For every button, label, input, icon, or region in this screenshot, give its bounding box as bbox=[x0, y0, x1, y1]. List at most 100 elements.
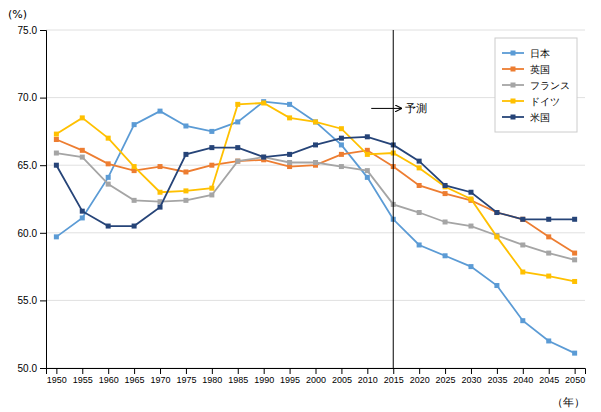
series-line bbox=[56, 102, 574, 353]
point bbox=[520, 217, 525, 222]
grid-line bbox=[46, 232, 585, 233]
x-tick-label: 2015 bbox=[384, 375, 404, 385]
y-tick-mark bbox=[40, 165, 46, 166]
x-tick: 2025 bbox=[436, 368, 456, 385]
point bbox=[546, 338, 551, 343]
x-tick-mark bbox=[523, 368, 524, 374]
y-tick: 50.0 bbox=[18, 363, 46, 374]
point bbox=[365, 175, 370, 180]
point bbox=[261, 155, 266, 160]
y-tick-label: 60.0 bbox=[18, 228, 38, 239]
point bbox=[572, 351, 577, 356]
x-tick-label: 1965 bbox=[125, 375, 145, 385]
x-tick-label: 2035 bbox=[487, 375, 507, 385]
x-tick-label: 1985 bbox=[228, 375, 248, 385]
point bbox=[209, 129, 214, 134]
x-tick: 1960 bbox=[99, 368, 119, 385]
point bbox=[106, 136, 111, 141]
x-tick-label: 1980 bbox=[202, 375, 222, 385]
point bbox=[158, 205, 163, 210]
y-axis-line bbox=[40, 31, 47, 369]
chart: 1950195519601965197019751980198519901995… bbox=[0, 0, 601, 412]
point bbox=[158, 164, 163, 169]
point bbox=[183, 188, 188, 193]
x-tick-mark bbox=[264, 368, 265, 374]
point bbox=[287, 160, 292, 165]
point bbox=[468, 190, 473, 195]
legend-marker bbox=[511, 51, 516, 56]
x-tick: 2040 bbox=[513, 368, 533, 385]
point bbox=[365, 168, 370, 173]
legend-marker bbox=[511, 83, 516, 88]
point bbox=[132, 164, 137, 169]
grid-line bbox=[46, 30, 585, 31]
point bbox=[183, 123, 188, 128]
x-tick-mark bbox=[367, 368, 368, 374]
point bbox=[287, 152, 292, 157]
x-tick-mark bbox=[393, 368, 394, 374]
y-tick-mark bbox=[40, 98, 46, 99]
point bbox=[106, 182, 111, 187]
point bbox=[54, 234, 59, 239]
point bbox=[235, 102, 240, 107]
point bbox=[132, 224, 137, 229]
x-tick: 2005 bbox=[332, 368, 352, 385]
point bbox=[572, 251, 577, 256]
x-tick-mark bbox=[186, 368, 187, 374]
x-tick-label: 2000 bbox=[306, 375, 326, 385]
y-tick-label: 75.0 bbox=[18, 25, 38, 36]
point bbox=[443, 253, 448, 258]
y-tick-mark bbox=[40, 30, 46, 31]
point bbox=[443, 191, 448, 196]
point bbox=[54, 137, 59, 142]
annotation-text: 予測 bbox=[405, 102, 427, 115]
point bbox=[158, 109, 163, 114]
point bbox=[546, 251, 551, 256]
x-tick-label: 1950 bbox=[47, 375, 67, 385]
x-tick-label: 2030 bbox=[461, 375, 481, 385]
point bbox=[520, 217, 525, 222]
series-line bbox=[56, 140, 574, 254]
x-tick-label: 1995 bbox=[280, 375, 300, 385]
point bbox=[520, 242, 525, 247]
y-tick-mark bbox=[40, 300, 46, 301]
x-tick-mark bbox=[549, 368, 550, 374]
point bbox=[183, 198, 188, 203]
x-tick-label: 2010 bbox=[358, 375, 378, 385]
legend-label: ドイツ bbox=[530, 96, 560, 107]
x-tick-mark bbox=[238, 368, 239, 374]
point bbox=[132, 122, 137, 127]
point bbox=[339, 126, 344, 131]
x-tick-label: 2045 bbox=[539, 375, 559, 385]
point bbox=[209, 163, 214, 168]
point bbox=[54, 151, 59, 156]
x-tick: 2000 bbox=[306, 368, 326, 385]
y-tick-mark bbox=[40, 368, 46, 369]
point bbox=[520, 270, 525, 275]
x-tick-mark bbox=[108, 368, 109, 374]
x-tick-mark bbox=[445, 368, 446, 374]
y-axis-label: (%) bbox=[8, 8, 27, 21]
y-tick: 55.0 bbox=[18, 295, 46, 306]
point bbox=[572, 279, 577, 284]
point bbox=[417, 165, 422, 170]
legend-label: 日本 bbox=[530, 48, 550, 59]
point bbox=[54, 163, 59, 168]
point bbox=[339, 142, 344, 147]
x-tick: 1965 bbox=[125, 368, 145, 385]
x-tick-label: 2040 bbox=[513, 375, 533, 385]
point bbox=[417, 242, 422, 247]
point bbox=[494, 210, 499, 215]
legend-label: 英国 bbox=[530, 64, 550, 75]
y-tick: 75.0 bbox=[18, 25, 46, 36]
point bbox=[546, 234, 551, 239]
annotation-arrow bbox=[371, 108, 401, 109]
y-tick: 65.0 bbox=[18, 160, 46, 171]
x-tick-mark bbox=[471, 368, 472, 374]
point bbox=[417, 210, 422, 215]
x-tick-mark bbox=[575, 368, 576, 374]
legend-marker bbox=[511, 115, 516, 120]
point bbox=[209, 186, 214, 191]
x-tick: 2035 bbox=[487, 368, 507, 385]
point bbox=[183, 169, 188, 174]
